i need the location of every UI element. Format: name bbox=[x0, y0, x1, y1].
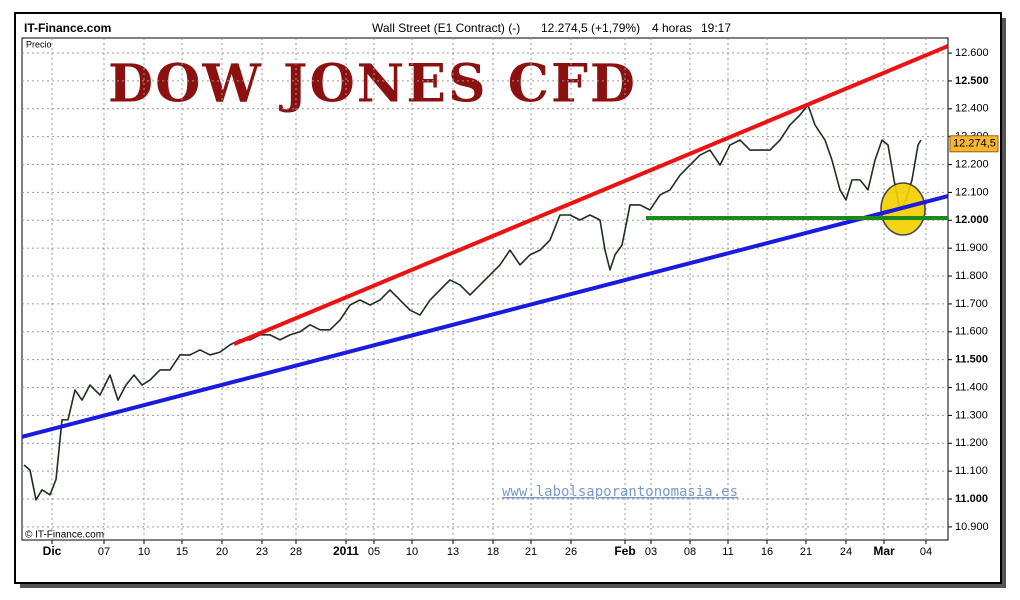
watermark: www.labolsaporantonomasia.es bbox=[502, 484, 738, 500]
time: 19:17 bbox=[701, 21, 731, 35]
y-tick-label: 11.400 bbox=[955, 381, 988, 393]
x-tick-label: 13 bbox=[447, 546, 459, 558]
x-tick-label: 10 bbox=[406, 546, 418, 558]
y-label: Precio bbox=[26, 39, 52, 49]
y-tick-label: 11.000 bbox=[955, 493, 988, 505]
y-tick-label: 12.000 bbox=[955, 214, 989, 226]
x-tick-label: 11 bbox=[722, 546, 733, 558]
x-tick-label: 21 bbox=[525, 546, 537, 558]
source: IT-Finance.com bbox=[24, 21, 111, 35]
last-value-label: 12.274,5 bbox=[953, 138, 996, 150]
timeframe: 4 horas bbox=[652, 21, 692, 35]
y-tick-label: 12.100 bbox=[955, 186, 989, 198]
y-tick-label: 10.900 bbox=[955, 521, 989, 533]
x-tick-label: 18 bbox=[487, 546, 499, 558]
last-value-tag bbox=[949, 135, 999, 153]
copyright: © IT-Finance.com bbox=[25, 530, 104, 541]
x-tick-label: 10 bbox=[138, 546, 150, 558]
x-tick-label: 21 bbox=[800, 546, 812, 558]
y-tick-label: 11.900 bbox=[955, 242, 988, 254]
y-tick-label: 12.600 bbox=[955, 47, 989, 59]
x-tick-label: 08 bbox=[684, 546, 696, 558]
x-tick-label: 23 bbox=[256, 546, 268, 558]
y-tick-label: 11.300 bbox=[955, 409, 988, 421]
x-tick-label: Mar bbox=[873, 544, 895, 558]
y-tick-label: 12.200 bbox=[955, 158, 989, 170]
y-tick-label: 12.500 bbox=[955, 75, 989, 87]
instrument: Wall Street (E1 Contract) (-) bbox=[372, 21, 520, 35]
y-tick-label: 12.400 bbox=[955, 103, 989, 115]
x-tick-label: 07 bbox=[98, 546, 110, 558]
x-tick-label: 05 bbox=[368, 546, 380, 558]
x-tick-label: 26 bbox=[565, 546, 577, 558]
trend-line bbox=[21, 194, 949, 439]
y-tick-label: 11.200 bbox=[955, 437, 988, 449]
y-tick-label: 11.100 bbox=[955, 465, 988, 477]
chart-title: DOW JONES CFD bbox=[108, 54, 637, 115]
x-tick-label: 04 bbox=[920, 546, 932, 558]
y-tick-label: 11.600 bbox=[955, 326, 988, 338]
x-tick-label: Dic bbox=[43, 544, 62, 558]
x-tick-label: 15 bbox=[176, 546, 188, 558]
x-tick-label: 20 bbox=[216, 546, 228, 558]
x-tick-label: 2011 bbox=[333, 544, 359, 558]
y-tick-label: 11.500 bbox=[955, 354, 988, 366]
marks: 10.900 11.000 11.100 11.200 11.300 11.400 11.5… bbox=[22, 38, 989, 558]
x-tick-label: Feb bbox=[614, 544, 635, 558]
trend-line bbox=[233, 44, 949, 346]
x-tick-label: 28 bbox=[290, 546, 302, 558]
x-tick-label: 16 bbox=[761, 546, 773, 558]
y-tick-label: 11.700 bbox=[955, 298, 988, 310]
front: 12.274,5 bbox=[21, 44, 999, 439]
y-tick-label: 11.800 bbox=[955, 270, 988, 282]
x-tick-label: 03 bbox=[645, 546, 657, 558]
x-tick-label: 24 bbox=[840, 546, 852, 558]
quote: 12.274,5 (+1,79%) bbox=[541, 21, 640, 35]
